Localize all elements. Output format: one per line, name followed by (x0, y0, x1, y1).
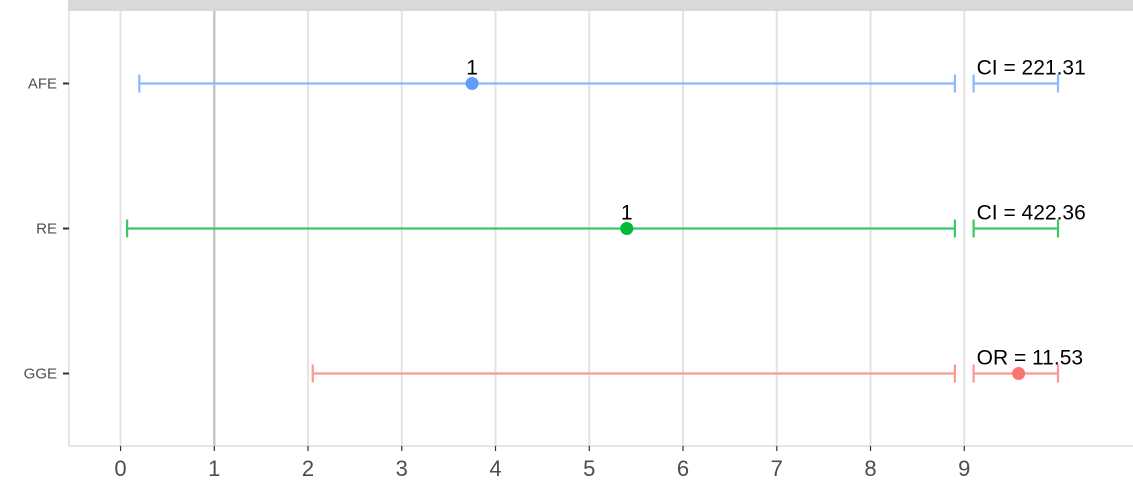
top-strip (68, 0, 1133, 11)
axes: 0 1 2 3 4 5 6 7 8 9 AFE RE GGE (24, 11, 1133, 481)
chart-marks: 1 CI = 221.31 1 CI = 422.36 OR = 11.53 (126, 57, 1086, 383)
x-tick-label: 2 (302, 456, 314, 481)
x-tick-label: 9 (958, 456, 970, 481)
x-tick-label: 8 (864, 456, 876, 481)
x-tick-label: 1 (208, 456, 220, 481)
x-tick-label: 7 (771, 456, 783, 481)
annotation-label: CI = 221.31 (977, 57, 1086, 80)
point-label: 1 (466, 57, 478, 80)
annotation-label: OR = 11.53 (977, 347, 1083, 370)
series-afe: 1 CI = 221.31 (138, 57, 1086, 93)
point-estimate (620, 222, 634, 235)
y-tick-label: RE (36, 221, 57, 238)
annotation-label: CI = 422.36 (977, 202, 1086, 225)
x-tick-label: 3 (396, 456, 408, 481)
point-label: 1 (621, 202, 633, 225)
x-tick-label: 6 (677, 456, 689, 481)
y-tick-label: AFE (28, 76, 57, 93)
x-tick-label: 0 (114, 456, 126, 481)
x-tick-label: 4 (489, 456, 501, 481)
series-re: 1 CI = 422.36 (126, 202, 1086, 238)
y-tick-label: GGE (24, 366, 57, 383)
x-tick-label: 5 (583, 456, 595, 481)
point-estimate (1012, 367, 1026, 380)
point-estimate (465, 77, 479, 90)
series-gge: OR = 11.53 (311, 347, 1083, 383)
